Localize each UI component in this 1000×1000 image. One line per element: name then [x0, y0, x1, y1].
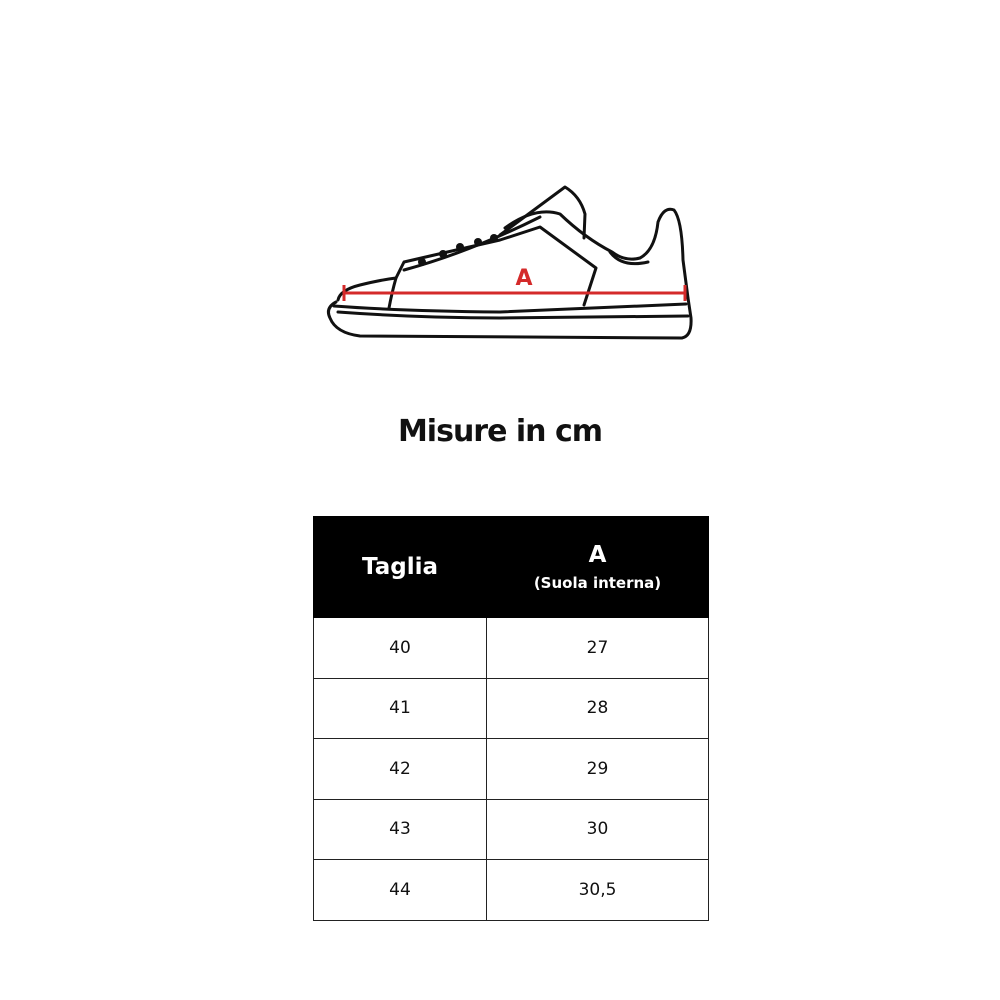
shoe-tongue — [498, 185, 587, 240]
shoe-upper — [394, 225, 598, 307]
header-a-label: A — [588, 542, 607, 568]
header-a-sub: (Suola interna) — [533, 574, 662, 592]
shoe-heel-tab — [608, 250, 650, 266]
cell-a: 28 — [486, 677, 709, 739]
cell-a: 27 — [486, 617, 709, 679]
table-row: 40 27 — [313, 617, 709, 679]
shoe-midsole-line — [336, 310, 690, 320]
header-size: Taglia — [313, 516, 487, 618]
table-row: 44 30,5 — [313, 859, 709, 921]
cell-a: 30,5 — [486, 859, 709, 921]
shoe-collar — [503, 207, 690, 300]
shoe-eyestay — [402, 215, 542, 272]
measure-arrow — [342, 285, 687, 301]
cell-a: 29 — [486, 738, 709, 800]
cell-size: 43 — [313, 798, 487, 860]
table-row: 42 29 — [313, 738, 709, 800]
shoe-midsole — [332, 302, 688, 314]
size-table: Taglia A (Suola interna) 40 27 41 28 42 29 … — [313, 516, 709, 921]
table-row: 41 28 — [313, 677, 709, 739]
cell-size: 42 — [313, 738, 487, 800]
laces — [418, 234, 498, 266]
shoe-illustration: A — [327, 185, 693, 340]
table-row: 43 30 — [313, 798, 709, 860]
cell-a: 30 — [486, 798, 709, 860]
measure-label: A — [515, 266, 532, 291]
cell-size: 44 — [313, 859, 487, 921]
table-header-row: Taglia A (Suola interna) — [313, 516, 709, 618]
header-a: A (Suola interna) — [486, 516, 709, 618]
page-title: Misure in cm — [397, 414, 603, 449]
shoe-sole — [327, 296, 693, 340]
cell-size: 40 — [313, 617, 487, 679]
cell-size: 41 — [313, 677, 487, 739]
